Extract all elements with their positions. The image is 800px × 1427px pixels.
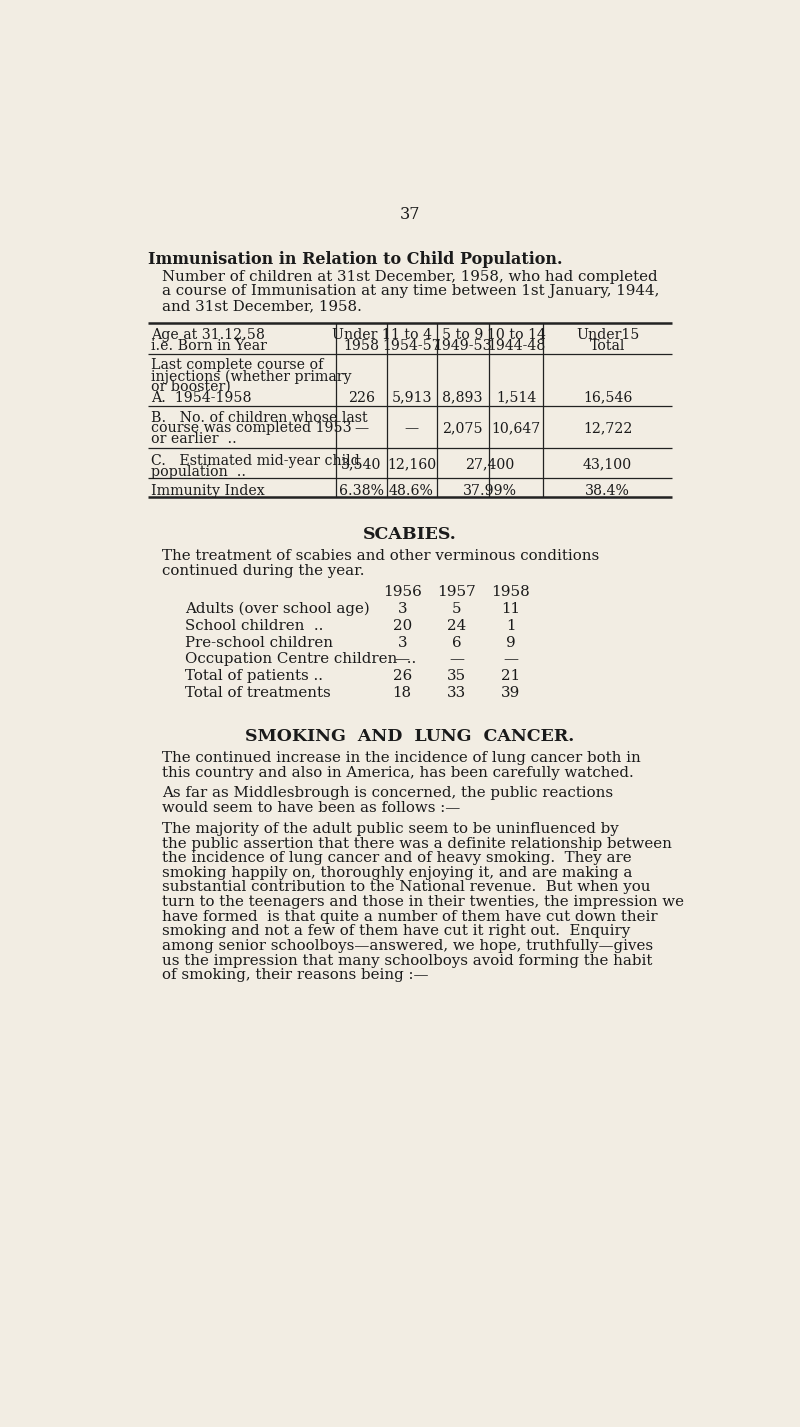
Text: 20: 20	[393, 619, 412, 632]
Text: 3: 3	[398, 602, 407, 615]
Text: continued during the year.: continued during the year.	[162, 564, 365, 578]
Text: 1944-48: 1944-48	[487, 340, 546, 352]
Text: Occupation Centre children  ..: Occupation Centre children ..	[186, 652, 417, 666]
Text: 24: 24	[447, 619, 466, 632]
Text: Immunisation in Relation to Child Population.: Immunisation in Relation to Child Popula…	[148, 251, 562, 267]
Text: 8,893: 8,893	[442, 391, 483, 405]
Text: i.e. Born in Year: i.e. Born in Year	[151, 340, 267, 352]
Text: have formed  is that quite a number of them have cut down their: have formed is that quite a number of th…	[162, 909, 658, 923]
Text: Total: Total	[590, 340, 626, 352]
Text: Last complete course of: Last complete course of	[151, 358, 323, 372]
Text: and 31st December, 1958.: and 31st December, 1958.	[162, 300, 362, 313]
Text: among senior schoolboys—answered, we hope, truthfully—gives: among senior schoolboys—answered, we hop…	[162, 939, 653, 953]
Text: SCABIES.: SCABIES.	[363, 527, 457, 544]
Text: 43,100: 43,100	[583, 458, 632, 472]
Text: —: —	[405, 421, 418, 435]
Text: 26: 26	[393, 669, 412, 684]
Text: School children  ..: School children ..	[186, 619, 324, 632]
Text: course was completed 1953: course was completed 1953	[151, 421, 352, 435]
Text: —: —	[394, 652, 410, 666]
Text: The continued increase in the incidence of lung cancer both in: The continued increase in the incidence …	[162, 751, 641, 765]
Text: 1: 1	[506, 619, 515, 632]
Text: Under15: Under15	[576, 328, 639, 341]
Text: 1949-53: 1949-53	[434, 340, 492, 352]
Text: 10 to 14: 10 to 14	[486, 328, 546, 341]
Text: smoking happily on, thoroughly enjoying it, and are making a: smoking happily on, thoroughly enjoying …	[162, 866, 632, 880]
Text: 18: 18	[393, 686, 412, 701]
Text: The treatment of scabies and other verminous conditions: The treatment of scabies and other vermi…	[162, 549, 599, 564]
Text: 38.4%: 38.4%	[585, 484, 630, 498]
Text: 16,546: 16,546	[583, 391, 632, 405]
Text: 39: 39	[501, 686, 520, 701]
Text: A.  1954-1958: A. 1954-1958	[151, 391, 252, 405]
Text: of smoking, their reasons being :—: of smoking, their reasons being :—	[162, 968, 429, 982]
Text: this country and also in America, has been carefully watched.: this country and also in America, has be…	[162, 766, 634, 779]
Text: 35: 35	[447, 669, 466, 684]
Text: 12,722: 12,722	[583, 421, 632, 435]
Text: smoking and not a few of them have cut it right out.  Enquiry: smoking and not a few of them have cut i…	[162, 925, 630, 939]
Text: As far as Middlesbrough is concerned, the public reactions: As far as Middlesbrough is concerned, th…	[162, 786, 613, 801]
Text: Under 1: Under 1	[332, 328, 390, 341]
Text: Total of patients ..: Total of patients ..	[186, 669, 323, 684]
Text: 9: 9	[506, 635, 515, 649]
Text: 6.38%: 6.38%	[338, 484, 384, 498]
Text: B.   No. of children whose last: B. No. of children whose last	[151, 411, 368, 425]
Text: us the impression that many schoolboys avoid forming the habit: us the impression that many schoolboys a…	[162, 953, 652, 968]
Text: —: —	[354, 421, 368, 435]
Text: 1958: 1958	[343, 340, 379, 352]
Text: 2,075: 2,075	[442, 421, 483, 435]
Text: 27,400: 27,400	[465, 458, 514, 472]
Text: or booster): or booster)	[151, 380, 231, 394]
Text: injections (whether primary: injections (whether primary	[151, 370, 352, 384]
Text: population  ..: population ..	[151, 465, 246, 478]
Text: 1958: 1958	[491, 585, 530, 599]
Text: 6: 6	[452, 635, 462, 649]
Text: 21: 21	[501, 669, 520, 684]
Text: 5 to 9: 5 to 9	[442, 328, 483, 341]
Text: 5,913: 5,913	[391, 391, 432, 405]
Text: the incidence of lung cancer and of heavy smoking.  They are: the incidence of lung cancer and of heav…	[162, 850, 632, 865]
Text: Pre-school children: Pre-school children	[186, 635, 334, 649]
Text: —: —	[449, 652, 464, 666]
Text: 12,160: 12,160	[387, 458, 436, 472]
Text: 37: 37	[400, 205, 420, 223]
Text: or earlier  ..: or earlier ..	[151, 432, 237, 447]
Text: 1 to 4: 1 to 4	[391, 328, 432, 341]
Text: Number of children at 31st December, 1958, who had completed: Number of children at 31st December, 195…	[162, 270, 658, 284]
Text: turn to the teenagers and those in their twenties, the impression we: turn to the teenagers and those in their…	[162, 895, 684, 909]
Text: 11: 11	[502, 602, 520, 615]
Text: 1954-57: 1954-57	[382, 340, 441, 352]
Text: Total of treatments: Total of treatments	[186, 686, 331, 701]
Text: Age at 31.12.58: Age at 31.12.58	[151, 328, 265, 341]
Text: would seem to have been as follows :—: would seem to have been as follows :—	[162, 801, 460, 815]
Text: —: —	[503, 652, 518, 666]
Text: 5: 5	[452, 602, 462, 615]
Text: 226: 226	[348, 391, 374, 405]
Text: 3: 3	[398, 635, 407, 649]
Text: the public assertion that there was a definite relationship between: the public assertion that there was a de…	[162, 836, 672, 850]
Text: C.   Estimated mid-year child: C. Estimated mid-year child	[151, 454, 360, 468]
Text: 1956: 1956	[383, 585, 422, 599]
Text: 3,540: 3,540	[341, 458, 382, 472]
Text: 37.99%: 37.99%	[462, 484, 517, 498]
Text: 48.6%: 48.6%	[389, 484, 434, 498]
Text: The majority of the adult public seem to be uninfluenced by: The majority of the adult public seem to…	[162, 822, 618, 836]
Text: 33: 33	[447, 686, 466, 701]
Text: 1,514: 1,514	[496, 391, 536, 405]
Text: Immunity Index: Immunity Index	[151, 484, 265, 498]
Text: a course of Immunisation at any time between 1st January, 1944,: a course of Immunisation at any time bet…	[162, 284, 659, 298]
Text: Adults (over school age): Adults (over school age)	[186, 602, 370, 616]
Text: 10,647: 10,647	[491, 421, 541, 435]
Text: SMOKING  AND  LUNG  CANCER.: SMOKING AND LUNG CANCER.	[246, 728, 574, 745]
Text: substantial contribution to the National revenue.  But when you: substantial contribution to the National…	[162, 880, 650, 895]
Text: 1957: 1957	[437, 585, 476, 599]
